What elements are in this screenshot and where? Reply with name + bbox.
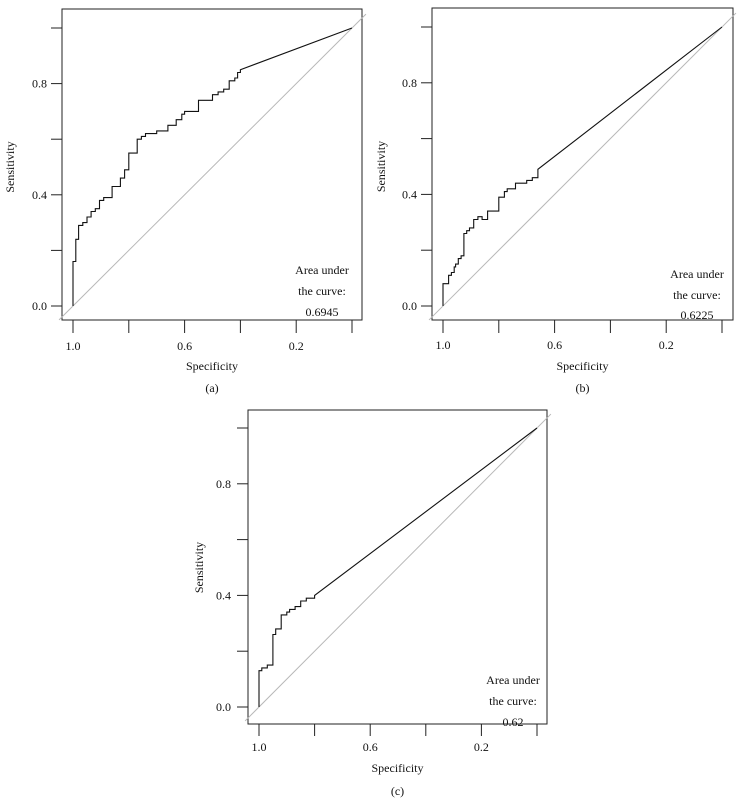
x-tick-label: 1.0 [66,339,81,353]
panel-label: (c) [391,784,404,798]
auc-annotation-line: Area under [295,263,349,277]
reference-diagonal [244,413,552,722]
roc-panel-1: 1.0 0.6 0.2 0.0 0.4 0.8 Specificity Sensitivity… [3,8,367,395]
y-tick-label: 0.0 [402,299,417,313]
roc-curve-line [72,27,353,306]
auc-annotation-line: the curve: [489,694,537,708]
reference-diagonal [428,12,737,321]
auc-annotation-line: 0.6225 [681,308,714,322]
panel-label: (b) [576,381,590,395]
auc-annotation-line: Area under [486,673,540,687]
auc-annotation-line: Area under [670,267,724,281]
y-axis-label: Sensitivity [374,141,388,192]
y-tick-label: 0.8 [216,477,231,491]
auc-annotation-line: 0.6945 [306,305,339,319]
auc-annotation-line: the curve: [673,288,721,302]
y-tick-label: 0.4 [216,588,231,602]
x-axis-label: Specificity [372,761,424,775]
x-tick-label: 0.6 [547,338,562,352]
reference-diagonal [58,13,367,321]
y-tick-label: 0.8 [32,77,47,91]
auc-annotation-line: 0.62 [503,715,524,729]
plot-frame [431,7,734,321]
plot-frame [61,8,363,321]
x-tick-label: 1.0 [436,338,451,352]
panel-label: (a) [205,381,218,395]
y-tick-label: 0.8 [402,76,417,90]
auc-annotation-line: the curve: [298,284,346,298]
x-tick-label: 0.6 [363,740,378,754]
y-tick-label: 0.0 [216,700,231,714]
x-tick-label: 0.2 [289,339,304,353]
x-tick-label: 0.2 [474,740,489,754]
y-axis-label: Sensitivity [192,542,206,593]
x-tick-label: 0.2 [659,338,674,352]
roc-panel-3: 1.0 0.6 0.2 0.0 0.4 0.8 Specificity Sensitivity… [192,409,552,798]
y-axis-label: Sensitivity [3,141,17,192]
x-tick-label: 1.0 [252,740,267,754]
x-axis-label: Specificity [557,359,609,373]
y-tick-label: 0.4 [32,188,47,202]
x-tick-label: 0.6 [177,339,192,353]
plot-frame [247,409,548,725]
roc-panel-2: 1.0 0.6 0.2 0.0 0.4 0.8 Specificity Sensitivity… [374,7,737,395]
y-tick-label: 0.4 [402,187,417,201]
x-axis-label: Specificity [186,359,238,373]
roc-curve-line [258,427,538,707]
roc-curve-line [442,26,723,306]
y-tick-label: 0.0 [32,299,47,313]
